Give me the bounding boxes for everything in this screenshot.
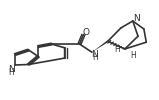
Text: N: N (8, 64, 15, 74)
Text: O: O (83, 28, 90, 37)
Text: H: H (131, 51, 136, 60)
Text: H: H (92, 54, 98, 62)
Text: N: N (133, 14, 140, 23)
Text: H: H (114, 46, 120, 54)
Text: N: N (91, 50, 98, 59)
Text: H: H (9, 68, 14, 77)
Polygon shape (92, 41, 109, 52)
